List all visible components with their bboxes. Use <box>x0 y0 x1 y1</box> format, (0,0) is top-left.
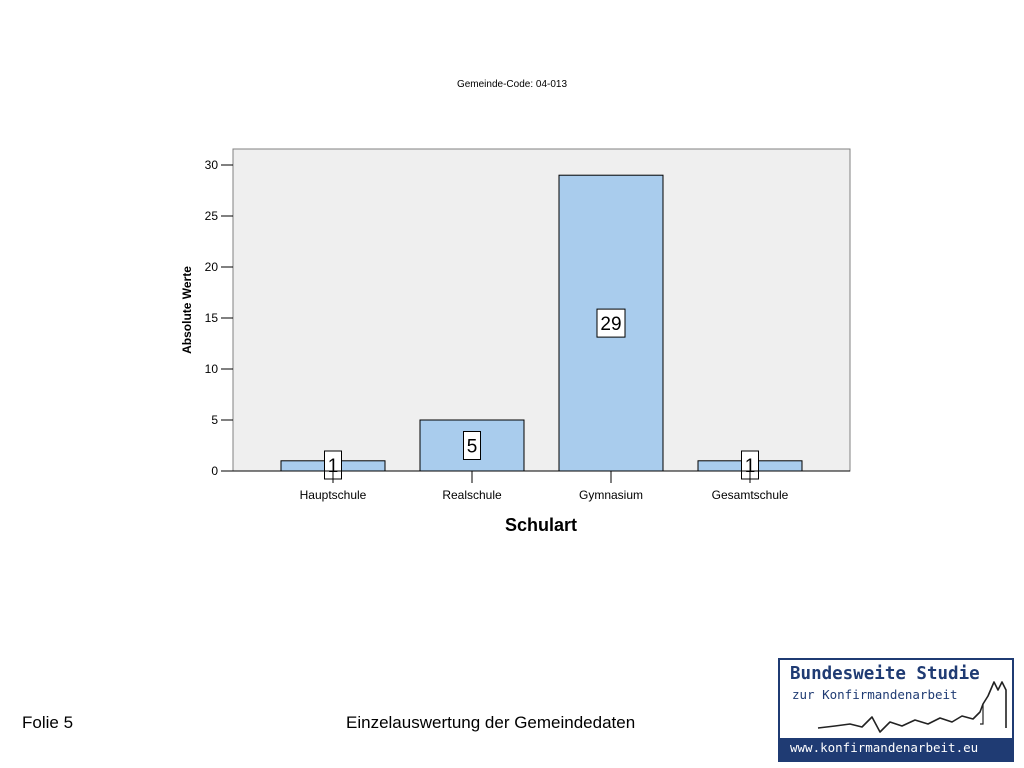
y-tick-label: 25 <box>205 209 219 223</box>
footer-title: Einzelauswertung der Gemeindedaten <box>346 713 636 732</box>
y-tick-label: 10 <box>205 362 219 376</box>
logo-url: www.konfirmandenarbeit.eu <box>790 740 979 755</box>
y-tick-label: 20 <box>205 260 219 274</box>
data-label: 1 <box>328 456 339 477</box>
y-tick-label: 15 <box>205 311 219 325</box>
plot-area <box>232 148 851 472</box>
slide-number: Folie 5 <box>22 713 74 732</box>
y-axis-label: Absolute Werte <box>180 266 194 354</box>
x-tick-label: Gesamtschule <box>712 488 789 502</box>
y-tick-label: 0 <box>211 464 218 478</box>
logo-subtitle: zur Konfirmandenarbeit <box>792 687 958 702</box>
logo-title: Bundesweite Studie <box>790 664 980 684</box>
logo-url-bar: www.konfirmandenarbeit.eu <box>780 738 1012 760</box>
data-label-box <box>463 431 481 460</box>
study-logo: Bundesweite Studie zur Konfirmandenarbei… <box>778 658 1014 762</box>
x-tick-label: Gymnasium <box>579 488 643 502</box>
data-label: 5 <box>467 437 478 458</box>
x-tick-label: Realschule <box>442 488 502 502</box>
data-label: 29 <box>600 314 621 335</box>
x-axis-label: Schulart <box>505 515 577 535</box>
x-axis: Hauptschule Realschule Gymnasium Gesamtschu… <box>233 470 850 502</box>
chart-title: Gemeinde-Code: 04-013 <box>457 79 568 90</box>
y-axis: 0 5 10 15 20 25 30 <box>205 158 233 478</box>
logo-wave-icon <box>817 681 1007 733</box>
y-tick-label: 30 <box>205 158 219 172</box>
y-tick-label: 5 <box>211 413 218 427</box>
bars-group: 1 5 29 1 <box>280 174 803 480</box>
data-label: 1 <box>745 456 756 477</box>
data-label-box <box>596 308 626 338</box>
x-tick-label: Hauptschule <box>300 488 367 502</box>
